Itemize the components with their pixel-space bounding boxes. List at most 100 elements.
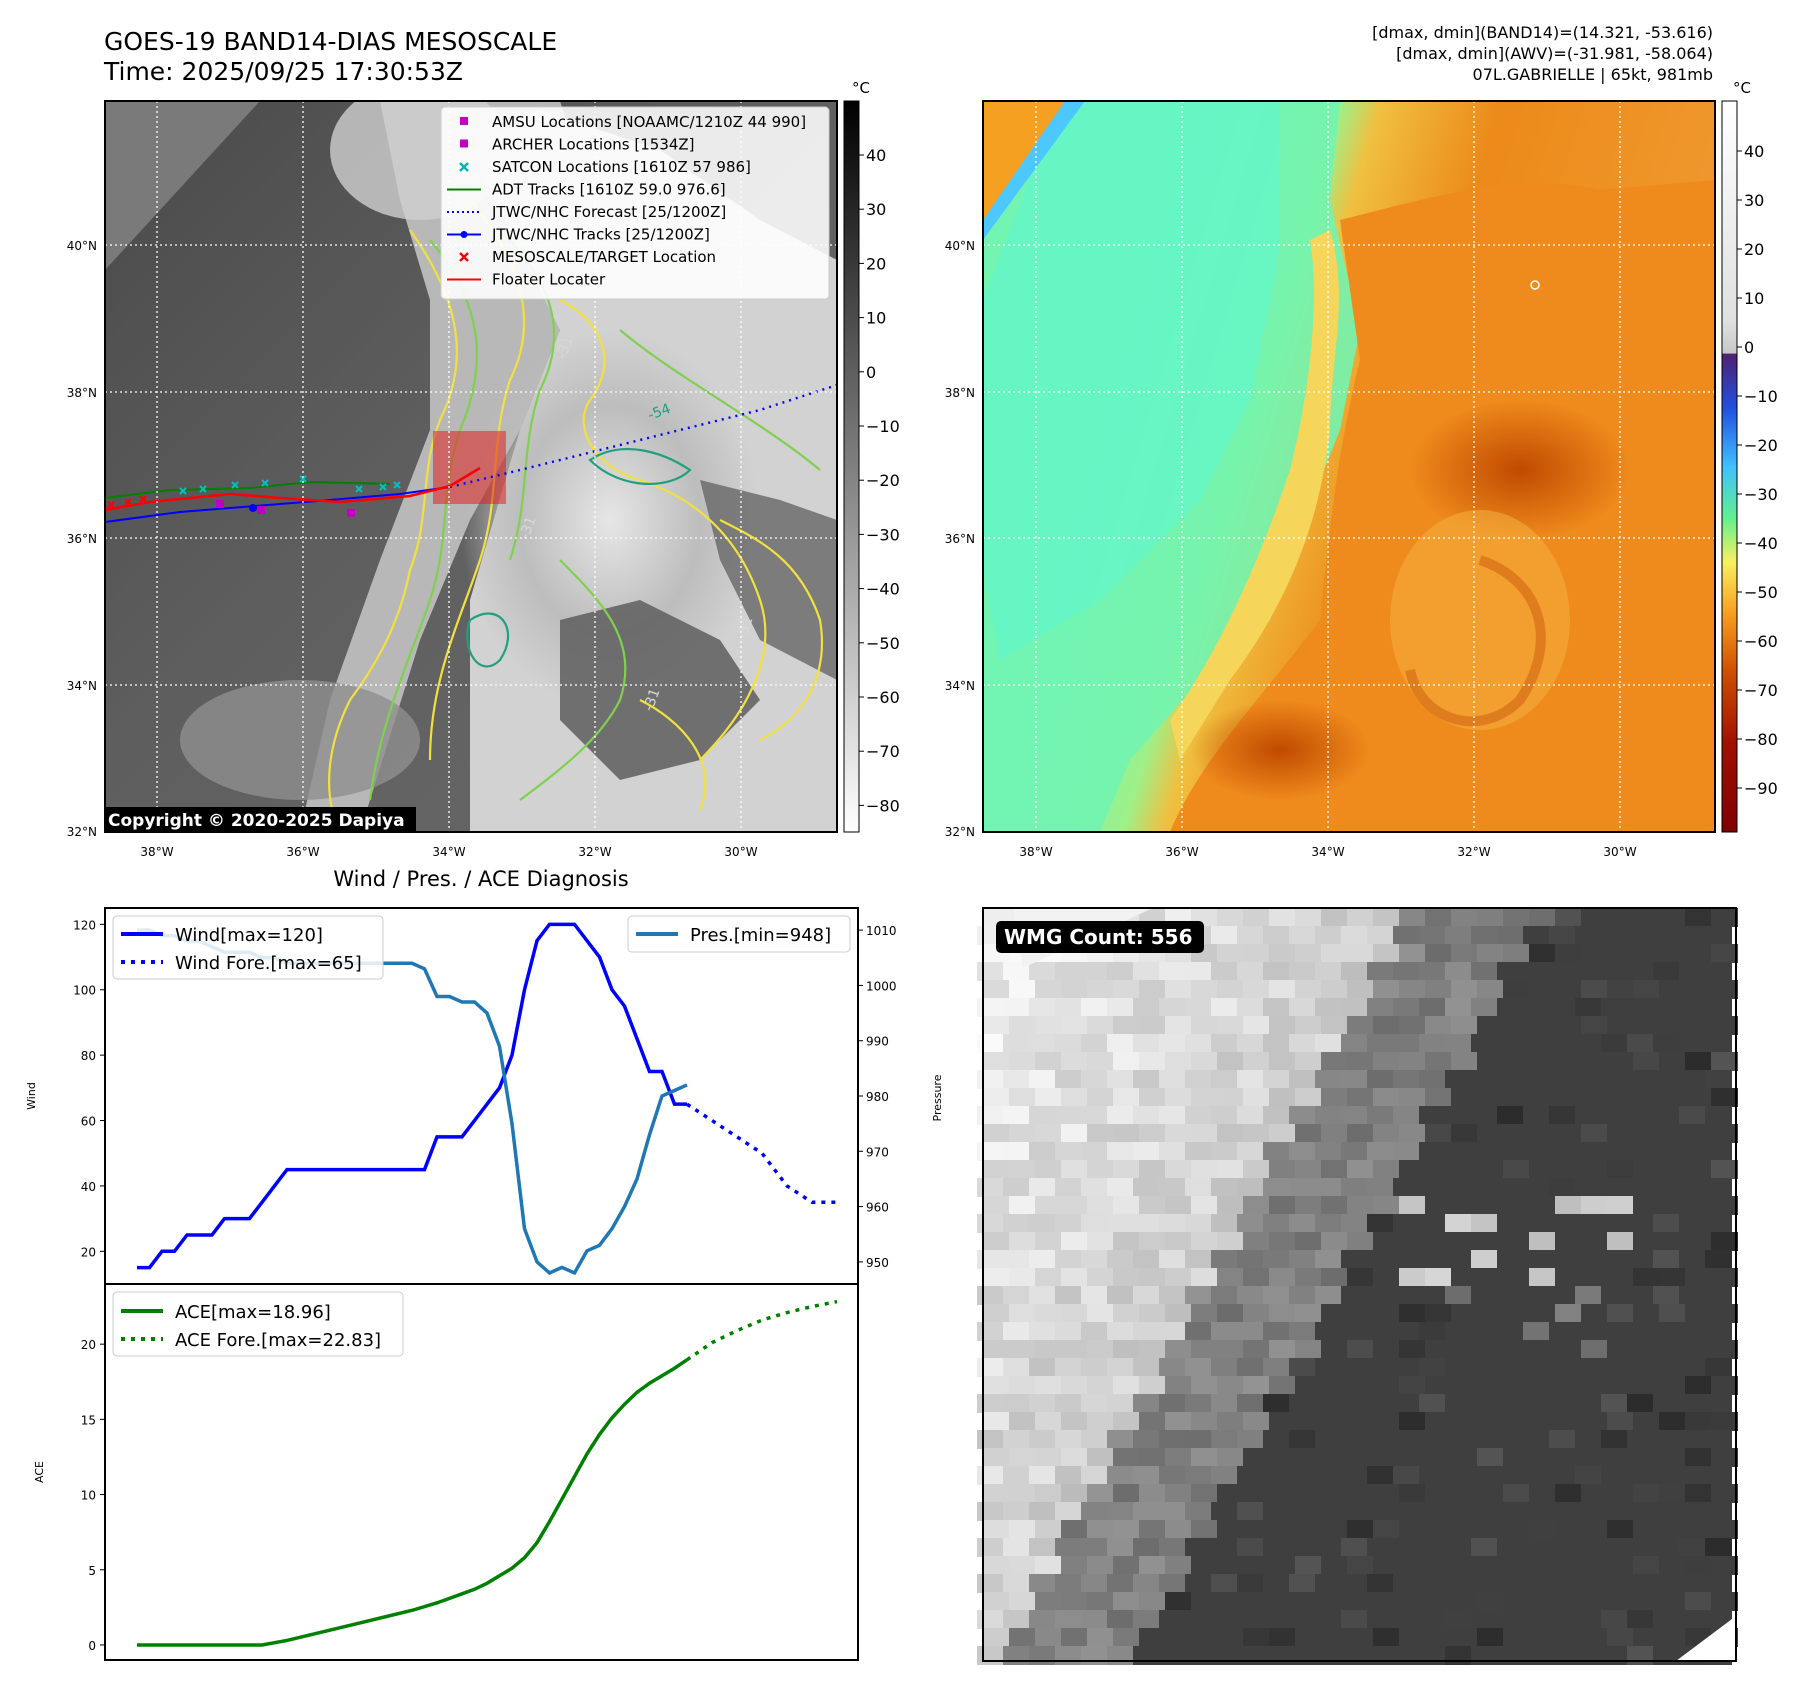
y-right-tick-label: 980 [866, 1090, 889, 1104]
wmg-cell [1679, 1466, 1706, 1485]
wmg-cell [1035, 1556, 1062, 1575]
wmg-count-badge [996, 921, 1204, 953]
wmg-cell [1133, 1574, 1160, 1593]
wmg-cell [1607, 1268, 1634, 1287]
y-tick-label: 5 [88, 1564, 96, 1578]
wmg-cell [1289, 1358, 1316, 1377]
wmg-cell [1113, 1412, 1140, 1431]
wmg-cell [1295, 1448, 1322, 1467]
wmg-cell [1581, 1052, 1608, 1071]
wmg-cell [1009, 1520, 1036, 1539]
wmg-cell [1503, 1160, 1530, 1179]
wmg-cell [1373, 1376, 1400, 1395]
wmg-cell [1087, 1628, 1114, 1647]
wmg-cell [1217, 1088, 1244, 1107]
contour-label: -54 [646, 401, 673, 424]
wmg-cell [1009, 1592, 1036, 1611]
wmg-cell [1393, 1574, 1420, 1593]
wmg-cell [1451, 1052, 1478, 1071]
wmg-cell [1445, 1358, 1472, 1377]
wmg-cell [1425, 1412, 1452, 1431]
wmg-cell [1341, 1070, 1368, 1089]
wmg-cell [1269, 1556, 1296, 1575]
wmg-cell [1009, 1196, 1036, 1215]
wmg-cell [1347, 944, 1374, 963]
colorbar-unit: °C [852, 79, 870, 97]
wmg-cell [1243, 1448, 1270, 1467]
wmg-cell [1393, 1502, 1420, 1521]
wmg-cell [1055, 998, 1082, 1017]
wmg-cell [1653, 1142, 1680, 1161]
wmg-cell [1607, 1340, 1634, 1359]
wmg-cell [1523, 1646, 1550, 1665]
wmg-cell [1685, 1304, 1712, 1323]
wmg-cell [1419, 1610, 1446, 1629]
wmg-cell [1607, 1520, 1634, 1539]
wmg-cell [1295, 1556, 1322, 1575]
wmg-cell [1685, 908, 1712, 927]
wmg-cell [1451, 980, 1478, 999]
wmg-cell [1139, 1196, 1166, 1215]
wmg-cell [1373, 1520, 1400, 1539]
wmg-cell [1653, 1430, 1680, 1449]
wmg-cell [1269, 1016, 1296, 1035]
wmg-cell [1445, 1574, 1472, 1593]
wmg-cell [1243, 980, 1270, 999]
wmg-cell [1211, 1502, 1238, 1521]
wmg-cell [1341, 1538, 1368, 1557]
colorbar-tick-label: 0 [866, 363, 876, 382]
wmg-cell [1705, 1322, 1732, 1341]
wmg-cell [1159, 1286, 1186, 1305]
wmg-cell [1217, 1520, 1244, 1539]
wmg-cell [1425, 1340, 1452, 1359]
wmg-cell [1575, 1394, 1602, 1413]
wmg-cell [1347, 908, 1374, 927]
y-right-tick-label: 1000 [866, 979, 897, 993]
wmg-cell [1633, 1628, 1660, 1647]
wmg-cell [1653, 1502, 1680, 1521]
wmg-cell [1659, 1052, 1686, 1071]
copyright-text: Copyright © 2020-2025 Dapiya [108, 811, 405, 831]
wmg-cell [1555, 1556, 1582, 1575]
wmg-cell [1367, 1178, 1394, 1197]
wmg-cell [1679, 1250, 1706, 1269]
wmg-cell [1107, 1502, 1134, 1521]
wmg-cell [1685, 1196, 1712, 1215]
wmg-cell [1607, 1304, 1634, 1323]
wmg-cell [1393, 1466, 1420, 1485]
wmg-cell [1633, 1232, 1660, 1251]
wmg-cell [1191, 1412, 1218, 1431]
wmg-cell [1217, 1160, 1244, 1179]
wmg-cell [1607, 1016, 1634, 1035]
wmg-cell [1523, 1610, 1550, 1629]
wmg-cell [1575, 1178, 1602, 1197]
wmg-cell [1627, 1538, 1654, 1557]
wmg-cell [1185, 1502, 1212, 1521]
wmg-cell [1451, 1556, 1478, 1575]
wmg-cell [1347, 1016, 1374, 1035]
wmg-cell [1653, 1250, 1680, 1269]
wmg-cell [1419, 1070, 1446, 1089]
wmg-cell [1029, 1574, 1056, 1593]
wmg-cell [1425, 1520, 1452, 1539]
wmg-cell [1211, 1106, 1238, 1125]
wmg-cell [1627, 1070, 1654, 1089]
wmg-cell [977, 1286, 1004, 1305]
wmg-cell [1627, 1286, 1654, 1305]
wmg-cell [1055, 1502, 1082, 1521]
wmg-cell [1659, 1124, 1686, 1143]
wmg-cell [1159, 1070, 1186, 1089]
wmg-cell [1367, 1358, 1394, 1377]
figure-title: GOES-19 BAND14-DIAS MESOSCALE [104, 27, 557, 56]
colorbar-tick-label: 0 [1744, 338, 1754, 357]
wmg-cell [1373, 1088, 1400, 1107]
wmg-cell [1419, 962, 1446, 981]
wmg-cell [1133, 998, 1160, 1017]
wmg-cell [1419, 1502, 1446, 1521]
wmg-cell [1269, 944, 1296, 963]
wmg-cell [1575, 1142, 1602, 1161]
wmg-cell [1575, 1106, 1602, 1125]
wmg-cell [1269, 908, 1296, 927]
wmg-cell [1243, 944, 1270, 963]
wmg-cell [1237, 1250, 1264, 1269]
